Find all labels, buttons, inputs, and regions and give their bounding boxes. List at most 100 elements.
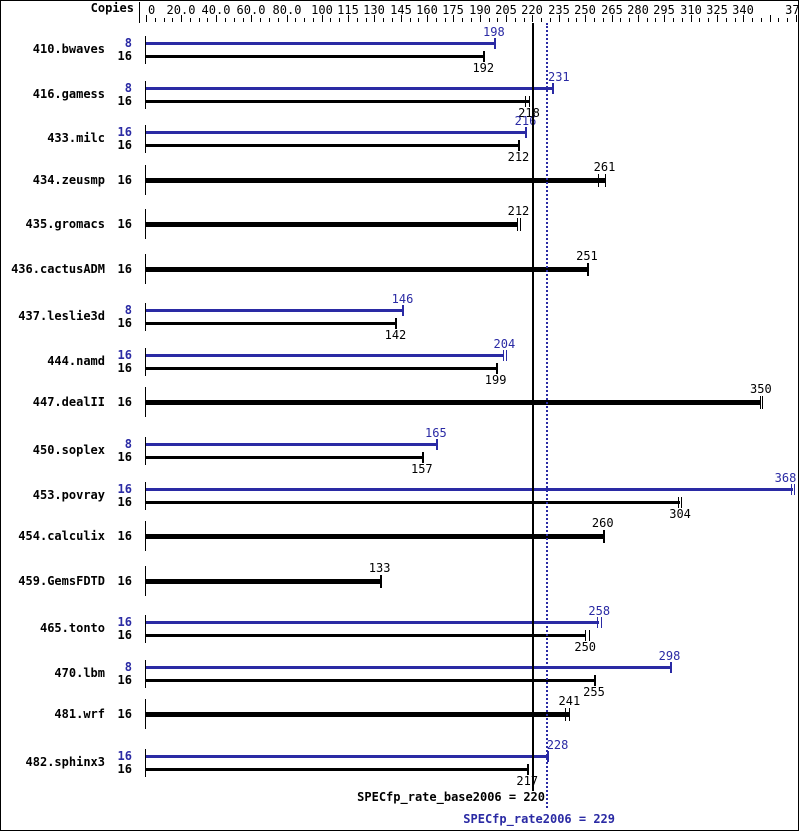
axis-major-tick (585, 15, 586, 22)
axis-tick-label: 325 (706, 3, 728, 17)
axis-minor-tick (330, 18, 331, 22)
run-tick-mark (670, 662, 672, 673)
copies-label: 16 (117, 482, 132, 496)
axis-major-tick (322, 15, 323, 22)
axis-tick-label: 40.0 (201, 3, 231, 17)
value-label: 142 (384, 328, 407, 342)
run-tick-mark (506, 350, 507, 361)
axis-major-tick (146, 15, 147, 22)
run-tick-mark (422, 452, 424, 463)
axis-major-tick (664, 15, 665, 22)
row-axis-segment (145, 749, 146, 777)
axis-major-tick (453, 15, 454, 22)
axis-minor-tick (576, 18, 577, 22)
base-bar (146, 456, 422, 459)
run-tick-mark (587, 263, 589, 276)
run-tick-mark (547, 751, 549, 762)
base-bar (146, 55, 483, 58)
value-label: 368 (774, 471, 797, 485)
axis-tick-label: 250 (574, 3, 596, 17)
axis-minor-tick (234, 18, 235, 22)
run-tick-mark (525, 96, 526, 107)
axis-major-tick (796, 15, 797, 22)
axis-major-tick (506, 15, 507, 22)
copies-label: 16 (117, 628, 132, 642)
benchmark-name: 459.GemsFDTD (18, 574, 105, 588)
value-label: 204 (493, 337, 516, 351)
copies-label: 8 (124, 81, 132, 95)
axis-major-tick (770, 15, 771, 22)
copies-label: 16 (117, 707, 132, 721)
peak-bar (146, 87, 552, 90)
value-label: 218 (518, 106, 540, 120)
axis-major-tick (717, 15, 718, 22)
axis-minor-tick (726, 18, 727, 22)
base-bar (146, 267, 587, 272)
value-label: 165 (425, 426, 447, 440)
axis-minor-tick (164, 18, 165, 22)
axis-minor-tick (735, 18, 736, 22)
run-tick-mark (605, 174, 606, 187)
axis-major-tick (691, 15, 692, 22)
value-label: 255 (583, 685, 605, 699)
copies-label: 16 (117, 173, 132, 187)
value-label: 350 (750, 382, 772, 396)
value-label: 198 (483, 25, 505, 39)
copies-label: 16 (117, 348, 132, 362)
run-tick-mark (794, 484, 795, 495)
axis-minor-tick (515, 18, 516, 22)
axis-minor-tick (655, 18, 656, 22)
run-tick-mark (402, 305, 404, 316)
axis-tick-label: 80.0 (272, 3, 302, 17)
axis-minor-tick (410, 18, 411, 22)
axis-tick-label: 100 (311, 3, 333, 17)
axis-major-tick (287, 15, 288, 22)
row-axis-segment (145, 303, 146, 331)
value-label: 241 (558, 694, 581, 708)
axis-minor-tick (752, 18, 753, 22)
axis-major-tick (532, 15, 533, 22)
value-label: 298 (658, 649, 681, 663)
base-bar (146, 322, 395, 325)
axis-minor-tick (207, 18, 208, 22)
axis-minor-tick (541, 18, 542, 22)
run-tick-mark (762, 396, 763, 409)
axis-tick-label: 175 (442, 3, 464, 17)
base-result-summary: SPECfp_rate_base2006 = 220 (357, 790, 545, 804)
axis-minor-tick (339, 18, 340, 22)
axis-major-tick (427, 15, 428, 22)
axis-minor-tick (172, 18, 173, 22)
run-tick-mark (678, 497, 679, 508)
axis-minor-tick (243, 18, 244, 22)
axis-minor-tick (304, 18, 305, 22)
value-label: 261 (593, 160, 616, 174)
benchmark-name: 436.cactusADM (11, 262, 105, 276)
peak-mean-reference-line (546, 23, 548, 808)
axis-major-tick (216, 15, 217, 22)
axis-minor-tick (699, 18, 700, 22)
axis-minor-tick (708, 18, 709, 22)
copies-label: 16 (117, 316, 132, 330)
axis-major-tick (181, 15, 182, 22)
copies-ruler-separator (139, 2, 140, 23)
run-tick-mark (589, 630, 590, 641)
row-axis-segment (145, 660, 146, 688)
value-label: 216 (514, 114, 537, 128)
benchmark-name: 410.bwaves (32, 42, 105, 56)
axis-tick-label: 115 (337, 3, 359, 17)
benchmark-name: 434.zeusmp (32, 173, 105, 187)
axis-minor-tick (489, 18, 490, 22)
copies-label: 8 (124, 437, 132, 451)
row-axis-segment (145, 125, 146, 153)
benchmark-name: 444.namd (47, 354, 105, 368)
copies-label: 16 (117, 529, 132, 543)
axis-minor-tick (418, 18, 419, 22)
benchmark-name: 453.povray (32, 488, 105, 502)
benchmark-name: 481.wrf (54, 707, 105, 721)
peak-bar (146, 488, 793, 491)
axis-major-tick (612, 15, 613, 22)
run-tick-mark (598, 174, 599, 187)
axis-tick-label: 60.0 (236, 3, 266, 17)
base-bar (146, 768, 527, 771)
value-label: 250 (574, 640, 597, 654)
